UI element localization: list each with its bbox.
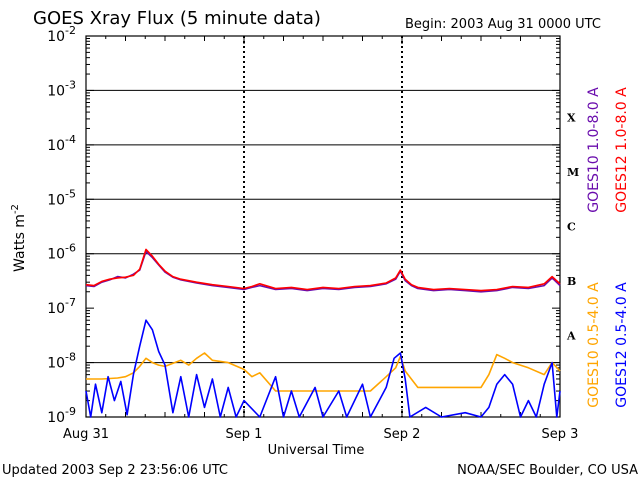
begin-label: Begin: 2003 Aug 31 0000 UTC <box>405 17 601 32</box>
y-tick-label-exponent: -6 <box>65 242 76 255</box>
y-tick-label-exponent: -8 <box>65 351 76 364</box>
series-line-goes10-0-5-4-0-a <box>86 352 561 392</box>
y-tick-label: 10-8 <box>47 351 76 372</box>
y-tick-label: 10-6 <box>47 242 76 263</box>
legend-entry: GOES12 1.0-8.0 A <box>614 87 630 213</box>
y-tick-label-base: 10 <box>47 138 65 154</box>
x-tick-label: Aug 31 <box>63 427 109 442</box>
y-tick-label-exponent: -2 <box>65 24 76 37</box>
y-tick-label-base: 10 <box>47 356 65 372</box>
y-tick-label-base: 10 <box>47 83 65 99</box>
y-tick-label-base: 10 <box>47 29 65 45</box>
flare-class-label: A <box>566 329 576 342</box>
y-tick-label-exponent: -7 <box>65 296 76 309</box>
y-tick-label-base: 10 <box>47 192 65 208</box>
flare-class-label: B <box>567 275 576 288</box>
footer-right: NOAA/SEC Boulder, CO USA <box>457 463 638 478</box>
y-tick-label-base: 10 <box>47 301 65 317</box>
legend-entry: GOES10 1.0-8.0 A <box>586 87 602 213</box>
y-tick-label-base: 10 <box>47 410 65 426</box>
y-tick-label-exponent: -9 <box>65 405 76 418</box>
series-line-goes10-1-0-8-0-a <box>85 250 561 293</box>
y-tick-label-exponent: -3 <box>65 78 76 91</box>
series-line-goes12-1-0-8-0-a <box>85 248 561 292</box>
y-tick-label-exponent: -4 <box>65 133 76 146</box>
y-tick-label: 10-2 <box>47 24 76 45</box>
y-tick-label: 10-5 <box>47 187 76 208</box>
flare-class-label: C <box>567 221 576 234</box>
y-tick-label-base: 10 <box>47 247 65 263</box>
flare-class-label: M <box>567 166 579 179</box>
series-line-goes12-0-5-4-0-a <box>85 319 561 418</box>
y-tick-label: 10-7 <box>47 296 76 317</box>
x-axis-label: Universal Time <box>268 443 365 458</box>
x-tick-label: Sep 1 <box>226 427 263 442</box>
legend-entry: GOES12 0.5-4.0 A <box>614 282 630 408</box>
y-axis-label: Watts m-2 <box>10 204 28 272</box>
x-tick-label: Sep 3 <box>542 427 579 442</box>
chart-title: GOES Xray Flux (5 minute data) <box>33 8 321 29</box>
y-tick-label: 10-9 <box>47 405 76 426</box>
footer-left: Updated 2003 Sep 2 23:56:06 UTC <box>2 463 228 478</box>
y-tick-label-exponent: -5 <box>65 187 76 200</box>
plot-frame <box>85 35 561 418</box>
legend-entry: GOES10 0.5-4.0 A <box>586 282 602 408</box>
y-tick-label: 10-3 <box>47 78 76 99</box>
x-tick-label: Sep 2 <box>384 427 421 442</box>
flare-class-label: X <box>567 112 576 125</box>
y-axis-label-text: Watts m-2 <box>10 204 28 272</box>
y-tick-label: 10-4 <box>47 133 76 154</box>
